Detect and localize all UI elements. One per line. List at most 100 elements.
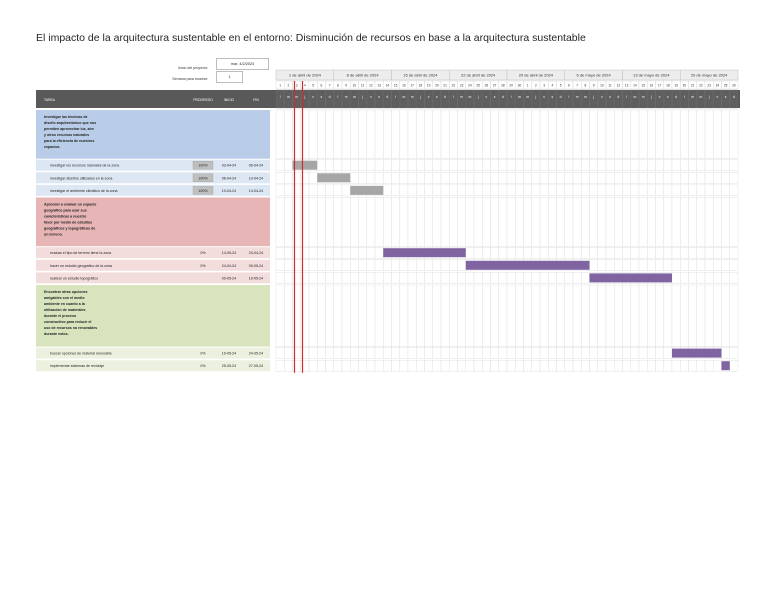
task-end: 19-05-24 [249,276,263,280]
weekday-letter: m [633,95,636,99]
weekday-letter: m [402,95,405,99]
weekday-letter: d [386,95,388,99]
gantt-bar[interactable] [589,273,673,283]
gantt-bar[interactable] [350,185,384,195]
grid-cell [399,347,409,359]
weekday-letter: l [511,95,512,99]
weekday-letter: d [675,95,677,99]
grid-cell [721,172,730,184]
task-row[interactable] [36,347,270,359]
gantt-bar[interactable] [721,361,730,371]
task-end: 09-05-24 [249,264,263,268]
week-header [680,69,739,81]
day-number: 2 [535,84,537,88]
grid-cell [506,360,516,372]
day-number: 19 [674,84,678,88]
day-number: 7 [576,84,578,88]
grid-cell [317,159,326,171]
gantt-bar[interactable] [383,248,466,258]
task-row[interactable] [36,172,270,184]
gantt-bar[interactable] [672,348,722,358]
grid-cell [465,197,475,247]
grid-cell [680,184,689,197]
weekday-cell [564,89,573,109]
task-row[interactable] [36,272,270,284]
grid-cell [638,347,648,359]
grid-cell [630,172,640,184]
grid-cell [374,360,384,372]
grid-cell [564,172,574,184]
grid-cell [663,159,673,171]
grid-cell [350,159,359,171]
weekday-letter: j [419,95,421,99]
task-row[interactable] [36,159,270,171]
grid-cell [440,360,450,372]
grid-cell [548,246,557,259]
grid-cell [284,259,293,271]
grid-cell [556,284,565,347]
grid-cell [531,284,541,347]
grid-cell [275,360,285,372]
weekday-cell [523,89,532,109]
project-start-input[interactable]: mar, 4/2/2024 [216,58,269,70]
task-row[interactable] [36,259,270,271]
grid-cell [325,159,334,171]
grid-cell [275,197,285,247]
weekday-cell [474,89,483,109]
scroll-weeks-input[interactable]: 1 [216,71,243,83]
grid-cell [449,109,458,159]
task-progress: 0% [200,352,206,356]
weekday-letter: j [361,95,363,99]
grid-cell [704,246,714,259]
grid-cell [366,259,376,271]
grid-cell [317,197,326,247]
grid-cell [333,159,343,171]
grid-cell [597,246,607,259]
gantt-bar[interactable] [317,173,351,183]
gantt-bar[interactable] [465,260,590,270]
grid-cell [333,184,343,197]
grid-cell [523,284,532,347]
grid-cell [729,347,739,359]
day-number: 16 [650,84,654,88]
grid-cell [275,246,285,259]
grid-cell [333,246,343,259]
grid-cell [383,347,392,359]
grid-cell [416,360,425,372]
grid-cell [597,184,607,197]
column-progress-header: PROGRESO [193,98,213,102]
grid-cell [366,159,376,171]
task-row[interactable] [36,184,270,196]
grid-cell [440,272,450,284]
day-number: 13 [377,84,381,88]
task-row[interactable] [36,360,270,372]
grid-cell [440,259,450,271]
grid-cell [424,184,433,197]
weekday-cell [292,89,301,109]
task-row[interactable] [36,247,270,259]
day-number: 20 [435,84,439,88]
day-number: 3 [543,84,545,88]
grid-cell [498,347,508,359]
grid-cell [729,246,739,259]
day-number: 1 [527,84,529,88]
gantt-bar[interactable] [292,160,318,170]
grid-cell [473,284,483,347]
grid-cell [663,246,673,259]
grid-cell [729,259,739,271]
day-number: 18 [419,84,423,88]
grid-cell [721,272,730,284]
weekday-letter: m [411,95,414,99]
grid-cell [465,284,475,347]
grid-cell [473,360,483,372]
grid-cell [531,197,541,247]
weekday-cell [589,89,598,109]
grid-cell [531,347,541,359]
weekday-letter: m [353,95,356,99]
grid-cell [531,184,541,197]
grid-cell [638,246,648,259]
grid-cell [614,184,623,197]
grid-cell [490,172,499,184]
grid-cell [564,159,574,171]
grid-cell [605,259,615,271]
